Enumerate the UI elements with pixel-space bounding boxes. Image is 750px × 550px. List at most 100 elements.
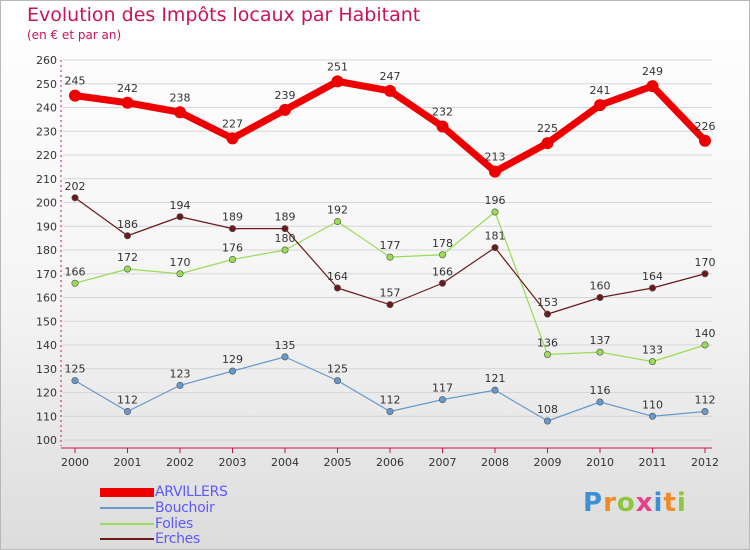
data-label-bouchoir: 121 [485,372,506,385]
data-point-folies [281,246,289,254]
data-label-bouchoir: 116 [590,384,611,397]
y-tick-label: 190 [36,220,57,233]
data-point-arvillers [121,96,134,109]
data-label-erches: 166 [432,265,453,278]
x-tick-label: 2001 [114,456,142,469]
data-point-folies [701,341,709,349]
data-point-arvillers [699,134,711,147]
data-point-erches [281,225,289,233]
data-label-arvillers: 251 [327,60,348,73]
logo-letter: i [653,488,664,518]
data-label-arvillers: 213 [485,151,506,164]
data-label-arvillers: 226 [695,120,716,133]
y-tick-label: 250 [36,78,57,91]
x-tick-label: 2011 [639,456,667,469]
data-label-folies: 137 [590,334,611,347]
data-label-arvillers: 227 [222,117,243,130]
x-tick-label: 2005 [324,456,352,469]
data-point-erches [596,293,604,301]
data-label-bouchoir: 125 [65,363,86,376]
chart-subtitle: (en € et par an) [27,28,122,42]
data-point-folies [124,265,132,273]
data-label-arvillers: 247 [380,70,401,83]
chart-title: Evolution des Impôts locaux par Habitant [27,4,421,26]
legend-label-arvillers: ARVILLERS [155,484,228,500]
y-tick-label: 110 [36,410,57,423]
x-tick-label: 2003 [219,456,247,469]
x-tick-label: 2002 [166,456,194,469]
data-label-arvillers: 232 [432,106,453,119]
data-label-folies: 176 [222,242,243,255]
logo-letter: i [676,488,687,518]
x-tick-label: 2007 [429,456,457,469]
y-tick-label: 180 [36,244,57,257]
data-label-bouchoir: 123 [170,367,191,380]
data-point-arvillers [331,75,344,88]
x-tick-label: 2010 [586,456,614,469]
data-label-arvillers: 245 [65,75,86,88]
logo-letter: t [663,488,677,518]
legend-label-bouchoir: Bouchoir [155,500,215,516]
data-point-arvillers [69,89,81,102]
data-point-bouchoir [438,396,446,404]
data-point-folies [386,253,394,261]
data-label-folies: 133 [642,344,663,357]
data-label-erches: 170 [695,256,716,269]
data-label-folies: 166 [65,265,86,278]
data-point-bouchoir [543,417,551,425]
data-point-folies [333,218,341,226]
data-label-bouchoir: 110 [642,398,663,411]
data-point-bouchoir [176,381,184,389]
logo-letter: r [603,488,617,518]
data-point-bouchoir [648,412,656,420]
data-label-bouchoir: 135 [275,339,296,352]
y-tick-label: 140 [36,339,57,352]
y-tick-label: 240 [36,102,57,115]
data-point-folies [438,251,446,259]
y-tick-label: 130 [36,363,57,376]
y-tick-label: 260 [36,54,57,67]
data-point-bouchoir [386,407,394,415]
y-tick-label: 160 [36,292,57,305]
data-point-bouchoir [71,377,79,385]
y-tick-label: 120 [36,387,57,400]
data-point-erches [543,310,551,318]
legend-label-erches: Erches [155,531,200,547]
data-label-folies: 172 [117,251,138,264]
data-point-folies [71,279,79,287]
y-tick-label: 170 [36,268,57,281]
legend-swatch-bouchoir [100,507,154,509]
data-label-erches: 186 [117,218,138,231]
data-label-erches: 181 [485,230,506,243]
data-label-folies: 180 [275,232,296,245]
data-point-bouchoir [229,367,237,375]
data-label-erches: 194 [170,199,191,212]
data-point-bouchoir [281,353,289,361]
data-label-bouchoir: 112 [380,394,401,407]
data-point-erches [491,244,499,252]
data-label-bouchoir: 108 [537,403,558,416]
data-label-erches: 189 [222,211,243,224]
legend-swatch-arvillers [100,488,154,497]
data-label-erches: 189 [275,211,296,224]
logo-letter: P [583,488,604,518]
data-point-folies [176,270,184,278]
data-label-folies: 170 [170,256,191,269]
data-point-arvillers [594,99,606,112]
data-point-arvillers [226,132,239,145]
y-tick-label: 150 [36,315,57,328]
data-label-bouchoir: 112 [117,394,138,407]
data-label-arvillers: 241 [590,84,611,97]
x-tick-label: 2012 [691,456,719,469]
data-point-folies [543,350,551,358]
data-label-folies: 140 [695,327,716,340]
data-label-arvillers: 242 [117,82,138,95]
data-point-erches [386,301,394,309]
data-point-bouchoir [124,407,132,415]
data-label-erches: 164 [327,270,348,283]
data-point-arvillers [541,137,554,150]
data-point-bouchoir [333,377,341,385]
data-label-arvillers: 249 [642,65,663,78]
y-tick-label: 200 [36,197,57,210]
data-point-arvillers [436,120,449,133]
